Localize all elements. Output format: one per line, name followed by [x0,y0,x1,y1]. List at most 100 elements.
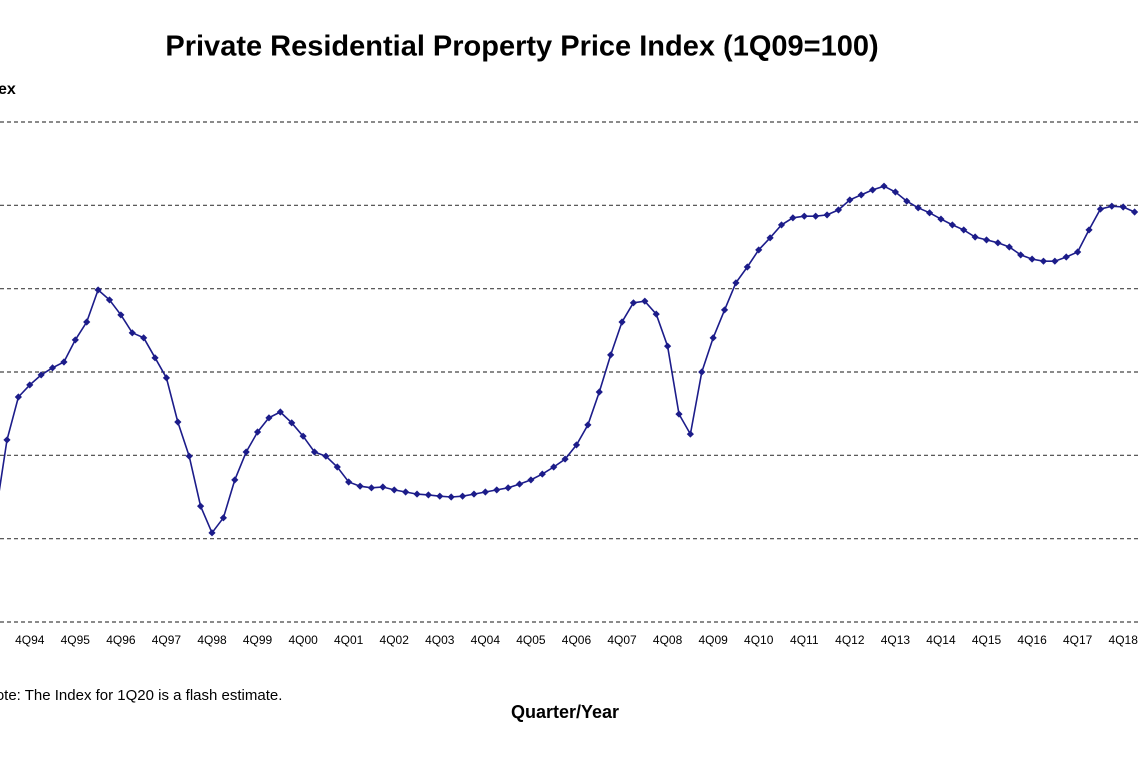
point-marker [242,448,250,456]
point-marker [253,428,262,436]
point-marker [1028,255,1036,263]
point-marker [208,529,216,537]
x-tick-label: 4Q01 [334,633,364,647]
point-marker [652,310,660,318]
x-tick-label: 4Q14 [926,633,956,647]
point-marker [937,215,945,223]
point-marker [504,484,512,492]
point-marker [197,502,205,510]
point-marker [470,490,478,498]
point-marker [105,296,114,304]
point-marker [664,342,672,350]
point-marker [367,484,376,492]
x-tick-label: 4Q15 [972,633,1002,647]
point-marker [333,463,341,471]
point-marker [572,441,581,449]
x-tick-label: 4Q12 [835,633,865,647]
point-marker [618,318,626,326]
point-marker [1062,253,1070,261]
point-marker [629,299,638,307]
x-tick-label: 4Q04 [471,633,501,647]
point-marker [641,297,649,305]
point-marker [857,191,865,199]
point-marker [595,388,603,396]
point-marker [1119,203,1127,211]
x-tick-label: 4Q96 [106,633,136,647]
point-marker [1108,202,1116,210]
point-marker [925,209,934,217]
x-tick-label: 4Q97 [152,633,182,647]
point-marker [561,455,569,463]
point-marker [231,476,239,484]
point-marker [1005,243,1013,251]
point-marker [1074,248,1082,256]
chart-title: Private Residential Property Price Index… [165,31,878,63]
point-marker [880,182,888,190]
point-marker [971,233,979,241]
point-marker [390,486,398,494]
point-marker [1130,208,1139,216]
point-marker [128,329,136,337]
point-marker [219,514,227,522]
x-tick-label: 4Q10 [744,633,774,647]
x-tick-label: 4Q98 [197,633,227,647]
point-marker [402,488,410,496]
x-tick-label: 4Q94 [15,633,45,647]
point-marker [846,196,854,204]
point-marker [424,491,433,499]
point-marker [458,492,467,500]
point-marker [345,478,353,486]
point-marker [777,221,786,229]
point-marker [288,419,296,427]
point-marker [310,448,319,456]
point-marker [71,336,79,344]
point-marker [37,371,45,379]
point-marker [436,492,444,500]
x-tick-label: 4Q99 [243,633,273,647]
point-marker [743,263,751,271]
point-marker [14,393,22,401]
point-marker [174,418,182,426]
point-marker [151,354,159,362]
x-axis-title: Quarter/Year [511,702,619,722]
x-tick-label: 4Q09 [698,633,728,647]
point-marker [982,236,991,244]
x-tick-label: 4Q95 [61,633,91,647]
point-marker [356,482,364,490]
point-marker [607,351,615,359]
x-tick-label: 4Q03 [425,633,455,647]
point-marker [584,421,592,429]
point-marker [891,188,899,196]
point-marker [812,212,820,220]
point-marker [789,214,797,222]
y-axis-title: Index [0,81,16,98]
point-marker [527,476,535,484]
point-marker [3,436,11,444]
point-marker [686,430,694,438]
x-tick-label: 4Q13 [881,633,911,647]
point-marker [1051,257,1059,265]
point-marker [299,432,307,440]
x-tick-label: 4Q07 [607,633,637,647]
point-marker [823,211,831,219]
point-marker [869,186,877,194]
point-marker [538,470,546,478]
point-marker [755,246,763,254]
x-tick-label: 4Q16 [1017,633,1047,647]
point-marker [515,480,524,488]
point-marker [276,408,284,416]
point-marker [675,410,683,418]
note: Note: The Index for 1Q20 is a flash esti… [0,687,282,704]
x-tick-label: 4Q18 [1109,633,1139,647]
point-marker [185,452,193,460]
point-marker [60,358,68,366]
point-marker [720,306,729,314]
point-marker [493,486,501,494]
point-marker [732,279,740,287]
point-marker [550,463,558,471]
point-marker [960,226,968,234]
point-marker [800,212,808,220]
point-marker [903,197,911,205]
point-marker [413,490,421,498]
